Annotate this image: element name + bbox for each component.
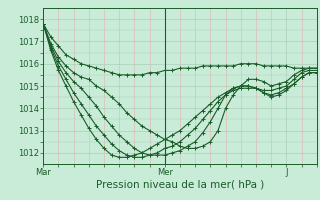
X-axis label: Pression niveau de la mer( hPa ): Pression niveau de la mer( hPa )	[96, 180, 264, 190]
